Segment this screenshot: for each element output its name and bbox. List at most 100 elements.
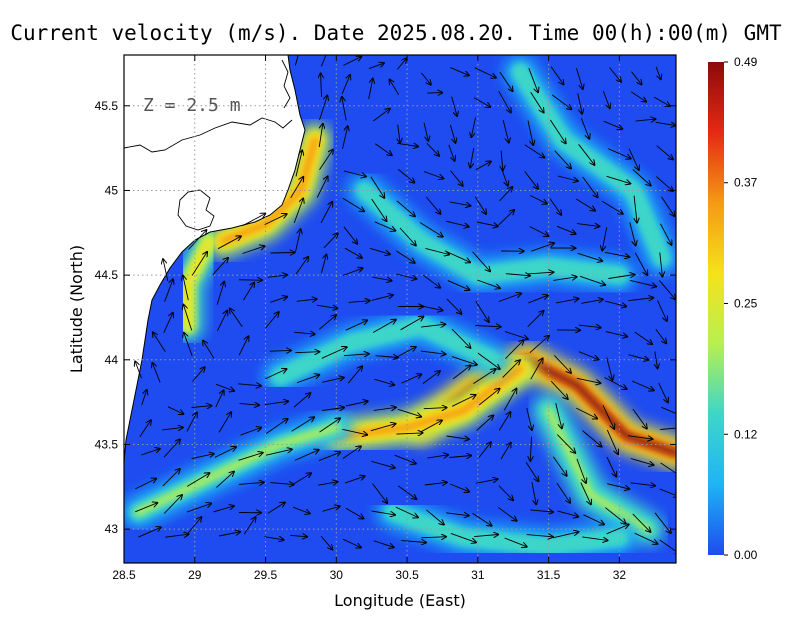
velocity-arrow [499,71,513,91]
velocity-arrow [265,449,292,456]
velocity-arrow [152,363,161,383]
map-title: Current velocity (m/s). Date 2025.08.20.… [10,21,782,45]
velocity-arrow [419,222,443,237]
velocity-arrow [371,510,395,515]
velocity-arrow [607,483,629,489]
colorbar-tick-label: 0.25 [734,296,758,310]
velocity-arrow [475,196,486,214]
velocity-arrow [505,340,523,360]
velocity-arrow [375,356,398,358]
velocity-arrow [270,297,287,303]
velocity-arrow [240,428,262,436]
velocity-arrow [656,145,673,160]
velocity-arrow [368,79,373,99]
velocity-arrow [397,58,406,70]
velocity-arrow [138,527,161,538]
velocity-arrow [581,299,602,304]
velocity-arrow [322,408,344,411]
velocity-arrow [450,532,476,542]
velocity-arrow [426,509,444,525]
velocity-arrow [478,442,491,458]
velocity-arrow [450,170,463,186]
velocity-arrow [606,175,631,183]
velocity-arrow [606,456,616,477]
velocity-arrow [316,177,327,198]
velocity-arrow [446,513,469,516]
x-tick-label: 31.5 [537,568,561,582]
velocity-arrow [368,63,384,70]
x-tick-label: 30.5 [395,568,419,582]
velocity-arrow [342,268,363,276]
velocity-arrow [186,413,197,432]
velocity-arrow [451,96,457,116]
velocity-arrow [424,482,447,485]
velocity-arrow [167,406,184,414]
velocity-arrow [397,143,418,146]
velocity-arrow [265,312,279,329]
velocity-arrow [296,375,319,384]
velocity-arrow [658,382,668,402]
velocity-arrow [295,229,301,252]
velocity-arrow [218,412,231,433]
velocity-arrow [500,443,511,460]
velocity-arrow [446,251,470,263]
velocity-arrow [451,356,477,365]
velocity-arrow [475,301,489,322]
velocity-arrow [529,195,547,204]
velocity-arrow [163,259,169,281]
velocity-arrow [635,119,656,121]
velocity-arrow [604,377,627,390]
velocity-arrow [556,482,570,503]
velocity-arrow [527,311,544,328]
y-tick-label: 44.5 [95,268,119,282]
y-tick-label: 45.5 [95,99,119,113]
velocity-arrow [657,300,667,321]
velocity-arrow [342,538,361,547]
velocity-arrow [552,532,579,539]
velocity-arrow [373,109,390,122]
velocity-arrow [163,440,180,458]
velocity-arrow [214,447,236,458]
velocity-arrow [656,176,672,192]
velocity-arrow [420,305,442,311]
velocity-arrow [472,512,492,526]
velocity-arrow [395,506,418,517]
velocity-arrow [474,67,496,78]
x-tick-label: 29 [188,568,202,582]
velocity-arrow [553,277,576,281]
x-tick-label: 28.5 [112,568,136,582]
velocity-arrow [582,176,598,197]
velocity-arrow [531,482,536,504]
velocity-arrow [654,512,671,533]
velocity-arrow [265,419,288,434]
velocity-arrow [342,428,367,435]
velocity-arrow [553,355,571,373]
velocity-arrow [551,94,571,109]
velocity-arrow [550,380,568,399]
velocity-arrow [630,279,656,286]
velocity-arrow [238,384,261,386]
velocity-arrow [550,119,565,143]
velocity-arrow [580,118,589,139]
velocity-arrow [323,233,338,249]
velocity-arrow [420,351,446,354]
velocity-arrow [342,197,364,211]
y-tick-label: 44 [105,353,119,367]
velocity-arrow [426,142,439,156]
velocity-arrow [475,326,500,327]
velocity-arrow [606,525,629,535]
velocity-arrow [422,371,440,384]
velocity-arrow [374,378,394,385]
velocity-arrow [421,537,446,538]
velocity-arrow [527,120,533,145]
velocity-arrow [264,537,283,540]
velocity-arrow [524,144,545,158]
velocity-arrow [472,251,490,271]
velocity-arrow [498,485,513,501]
velocity-arrow [318,482,337,486]
velocity-arrow [371,295,393,301]
x-tick-label: 30 [330,568,344,582]
velocity-arrow [399,227,416,245]
velocity-arrow [530,91,544,112]
y-axis-label: Latitude (North) [67,245,86,373]
